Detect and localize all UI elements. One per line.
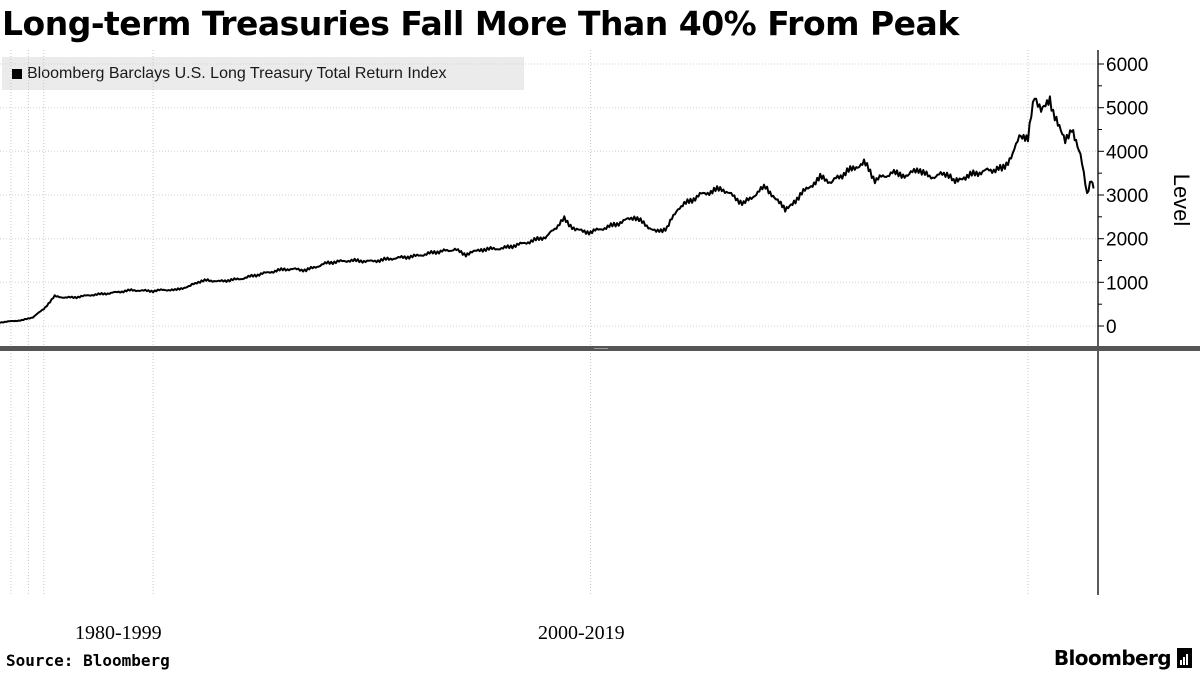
brand-logo: Bloomberg	[1054, 646, 1192, 670]
era-label-1980-1999: 1980-1999	[75, 622, 162, 644]
y-tick-label: 2000	[1106, 230, 1148, 251]
y-tick-label: 6000	[1106, 55, 1148, 76]
y-tick-label: 4000	[1106, 142, 1148, 163]
legend-label: Bloomberg Barclays U.S. Long Treasury To…	[27, 64, 447, 82]
y-tick-label: 5000	[1106, 99, 1148, 120]
y-tick-label: 1000	[1106, 273, 1148, 294]
chart-legend: Bloomberg Barclays U.S. Long Treasury To…	[2, 57, 524, 90]
y-axis-label: Level	[1169, 174, 1194, 227]
y-tick-label: 3000	[1106, 186, 1148, 207]
era-label-2000-2019: 2000-2019	[538, 622, 625, 644]
x-gridlines	[10, 50, 1029, 595]
bloomberg-terminal-icon	[1177, 648, 1192, 668]
series-line-long-treasury-index	[0, 95, 1095, 324]
y-tick-label: 0	[1106, 317, 1117, 338]
chart-title: Long-term Treasuries Fall More Than 40% …	[2, 4, 959, 43]
source-note: Source: Bloomberg	[6, 651, 170, 670]
y-gridlines	[0, 63, 1098, 327]
brand-name: Bloomberg	[1053, 646, 1172, 670]
legend-swatch	[12, 68, 22, 79]
y-axis-ticks: 0 1000 2000 3000 4000 5000 6000	[1098, 55, 1148, 338]
